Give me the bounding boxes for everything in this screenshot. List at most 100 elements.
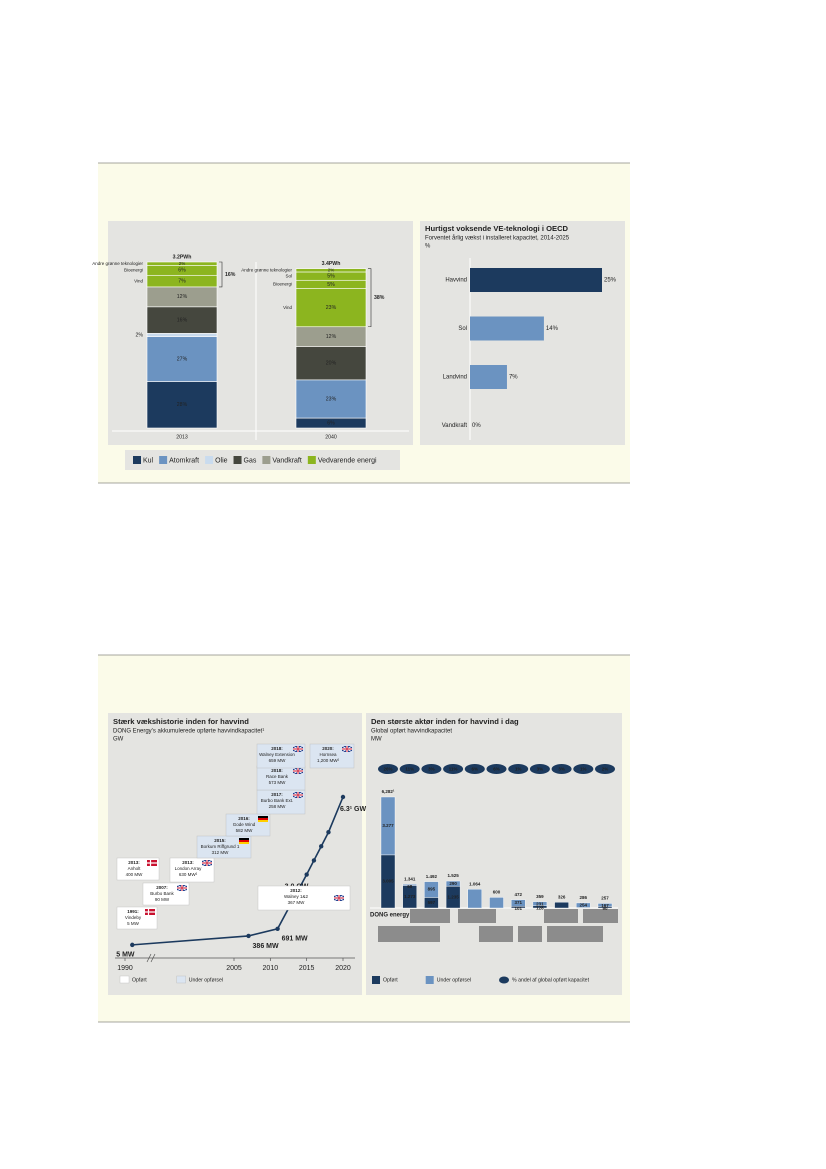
share-pill (595, 764, 615, 774)
legend-swatch (372, 976, 380, 984)
axis-break (146, 953, 156, 963)
share-pill (464, 764, 485, 774)
point (326, 830, 331, 835)
segment-label: 167 (601, 903, 609, 908)
segment-label: 101 (514, 906, 522, 911)
share-label: 11% (405, 767, 414, 772)
point-label: 5 MW (116, 952, 135, 959)
chart-subtitle: Global opført havvindkapacitet (371, 729, 452, 735)
share-label: 26% (383, 767, 392, 772)
flag (258, 820, 268, 822)
flag (293, 746, 303, 752)
project-name: London Array (175, 866, 203, 871)
legend-swatch (307, 456, 316, 464)
bar-total: 359 (536, 894, 544, 899)
x-tick-label: 2010 (263, 965, 279, 972)
project-capacity: 1,200 MW² (317, 758, 340, 763)
project-year: 2018: (271, 768, 283, 773)
legend-label: Opført (383, 977, 398, 983)
project-year: 2015: (214, 838, 226, 843)
value-label: 14% (546, 326, 559, 332)
bar-segment (511, 899, 526, 907)
point (246, 933, 251, 939)
bar-segment (597, 903, 613, 907)
segment-name: Bioenergi (124, 267, 143, 272)
bar-segment (445, 880, 461, 887)
bar-segment (532, 901, 548, 906)
project-capacity: 659 MW (269, 758, 287, 763)
segment-label: 23% (326, 396, 337, 402)
project-year: 2012: (290, 888, 302, 893)
category-label: 2013 (176, 434, 188, 440)
project-year: 1991: (127, 909, 139, 914)
segment-label: 290 (449, 881, 457, 886)
point (130, 942, 135, 948)
segment-label: 68 (407, 884, 413, 889)
legend-swatch (133, 456, 141, 464)
chart-unit: GW (113, 737, 124, 743)
category-label: Sol (458, 326, 467, 332)
bar-total: 1.064 (469, 881, 481, 886)
segment-label: 20% (326, 361, 337, 367)
flag (334, 895, 344, 901)
chart-unit: MW (371, 737, 382, 743)
segment-label: 231 (536, 901, 544, 906)
segment-label: 27% (177, 356, 188, 362)
project-name: Gode Wind (233, 822, 256, 827)
segment-name: Andre grønne teknologier (92, 261, 143, 266)
bracket (219, 261, 223, 288)
share-label: 2% (602, 767, 609, 772)
share-label: 3% (428, 767, 435, 772)
bar-total: 1.341 (404, 876, 416, 881)
project-capacity: 312 MW (212, 850, 230, 855)
bar-total: 257 (601, 896, 609, 901)
share-label: 6% (472, 767, 479, 772)
flag (239, 838, 249, 840)
segment-label: 5% (327, 273, 335, 279)
bar-total: 3.2PWh (173, 254, 192, 260)
logo (410, 909, 450, 923)
bar-segment (295, 346, 367, 381)
segment-label: 3.005 (382, 879, 394, 884)
value-label: 0% (472, 423, 481, 429)
x-tick-label: 2015 (299, 965, 315, 972)
bar (470, 268, 602, 292)
legend-label: Olie (215, 457, 228, 464)
category-label: 2040 (325, 434, 337, 440)
bar (470, 365, 507, 389)
share-pill (529, 764, 550, 774)
segment-label: 128 (536, 905, 544, 910)
share-pill (508, 764, 529, 774)
point-label: 6.3¹ GW (340, 806, 366, 813)
line (132, 796, 344, 946)
project-name: Burbo Bank (150, 891, 174, 896)
project-year: 2017: (271, 792, 283, 797)
bar-segment (489, 897, 504, 909)
chart-title: Den største aktør inden for havvind i da… (371, 717, 519, 726)
bar-total: 326 (558, 894, 566, 899)
category-label: Havvind (445, 278, 467, 284)
bar-total: 472 (514, 892, 522, 897)
value-label: 7% (509, 375, 518, 381)
bar-segment (295, 268, 367, 273)
segment-name: Andre grønne teknologier (241, 267, 292, 272)
project-capacity: 258 MW (269, 804, 287, 809)
share-label: 1% (515, 767, 522, 772)
x-tick-label: 2005 (226, 965, 242, 972)
bar-segment (380, 796, 396, 856)
segment-name: Bioenergi (273, 282, 292, 287)
project-name: Race Bank (266, 774, 289, 779)
chart-subtitle: Forventet årlig vækst i installeret kapa… (425, 235, 570, 242)
segment-label: 12% (326, 334, 337, 340)
logo (378, 926, 440, 942)
flag (293, 768, 303, 774)
segment-label: 5% (327, 282, 335, 288)
point-label: 691 MW (282, 936, 308, 943)
flag (239, 842, 249, 844)
segment-label: 2% (328, 267, 335, 272)
segment-label: 28% (177, 402, 188, 408)
category-label: DONG energy (370, 913, 410, 919)
bar-segment (146, 336, 218, 382)
